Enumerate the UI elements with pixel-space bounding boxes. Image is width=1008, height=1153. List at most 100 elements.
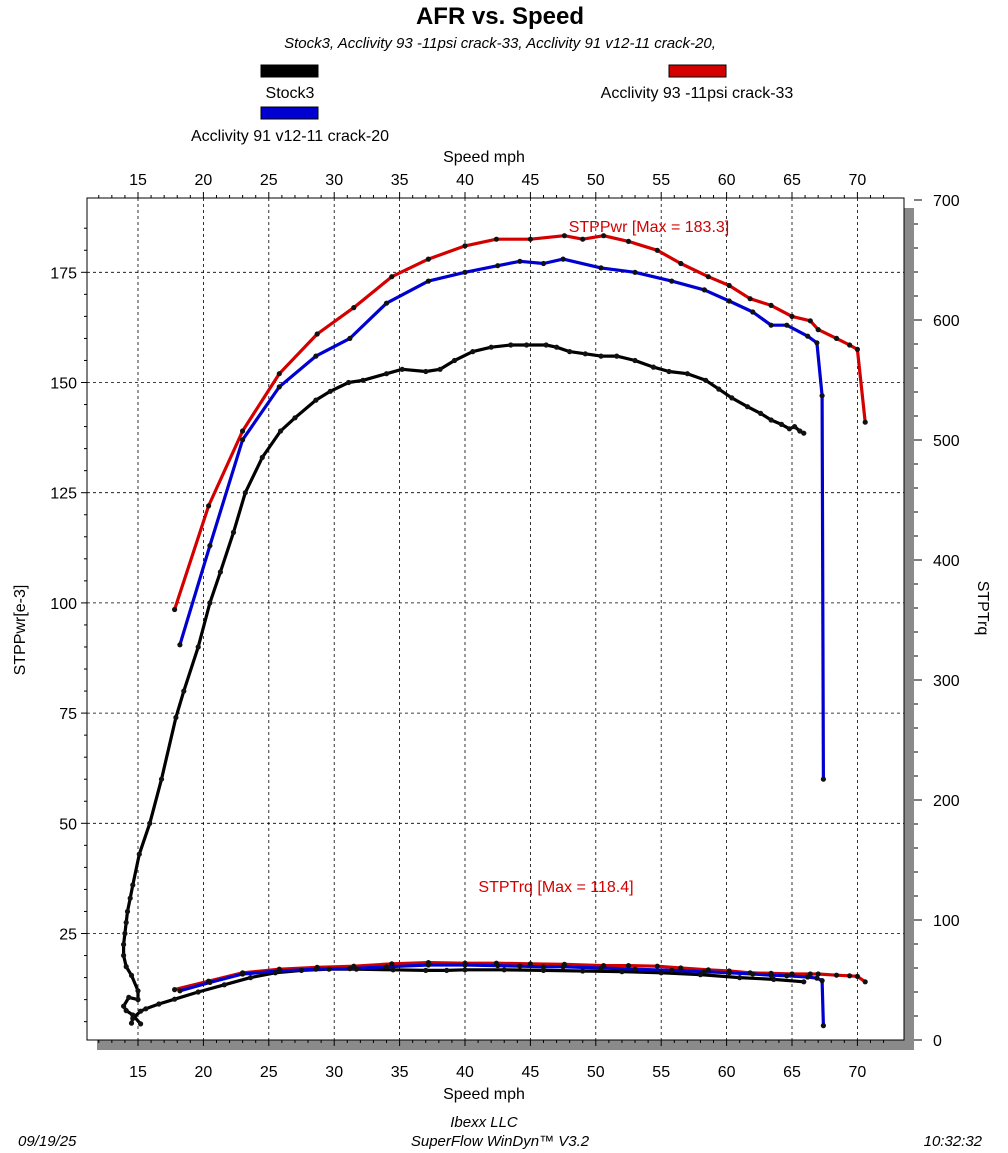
series-point-4: [789, 971, 795, 977]
torque-max-annotation: STPTrq [Max = 118.4]: [478, 879, 633, 896]
series-point-3: [326, 966, 332, 972]
series-point-4: [847, 973, 853, 979]
series-point-0: [130, 882, 136, 888]
series-point-5: [805, 974, 811, 980]
y-right-tick-label: 0: [933, 1033, 942, 1050]
series-point-3: [172, 996, 178, 1002]
series-point-0: [123, 964, 129, 970]
series-point-2: [560, 256, 566, 262]
series-point-5: [240, 971, 246, 977]
series-point-3: [138, 1008, 144, 1014]
series-point-3: [801, 979, 807, 985]
series-point-3: [540, 967, 547, 974]
series-point-0: [470, 349, 476, 355]
series-point-5: [669, 967, 675, 974]
series-point-1: [527, 236, 534, 242]
y-left-tick-label: 125: [50, 486, 77, 503]
series-point-0: [126, 994, 132, 1001]
series-point-2: [177, 642, 183, 648]
y-axis-title-right: STPTrq: [974, 581, 991, 636]
grid: [87, 198, 904, 1040]
series-point-1: [815, 327, 821, 333]
x-tick-label-bottom: 20: [195, 1064, 213, 1081]
y-left-tick-label: 25: [59, 927, 77, 944]
series-line-1: [173, 234, 867, 612]
x-tick-label-top: 20: [195, 172, 213, 189]
series-point-1: [462, 243, 468, 249]
power-max-annotation: STPPwr [Max = 183.3]: [569, 219, 730, 236]
series-point-3: [390, 967, 396, 973]
y-left-tick-label: 100: [50, 596, 77, 613]
x-tick-label-top: 70: [849, 172, 867, 189]
series-point-1: [833, 335, 840, 341]
series-point-0: [567, 349, 573, 355]
series-point-0: [744, 404, 751, 410]
series-point-0: [327, 388, 333, 394]
series-point-5: [517, 963, 523, 969]
series-point-3: [737, 975, 743, 981]
series-point-2: [347, 335, 353, 341]
y-left-tick-label: 150: [50, 376, 77, 393]
series-point-0: [768, 417, 774, 423]
series-point-5: [540, 964, 547, 970]
series-point-3: [247, 975, 254, 981]
series-point-0: [259, 454, 265, 460]
series-point-0: [523, 342, 530, 348]
series-point-5: [750, 971, 756, 977]
series-point-4: [654, 963, 660, 969]
series-point-3: [195, 989, 201, 995]
series-point-0: [278, 428, 284, 434]
series-point-4: [833, 972, 840, 978]
series-point-1: [726, 282, 732, 289]
x-tick-label-top: 15: [129, 172, 147, 189]
x-tick-label-top: 65: [783, 172, 801, 189]
series-point-0: [217, 569, 223, 575]
series-point-2: [425, 278, 431, 284]
series-point-0: [135, 988, 141, 994]
series-point-3: [580, 968, 586, 974]
series-point-3: [501, 967, 507, 973]
y-left-tick-label: 75: [59, 706, 77, 723]
series-point-5: [495, 963, 501, 969]
series-point-0: [632, 357, 638, 364]
series-point-0: [797, 428, 803, 434]
series-point-0: [121, 952, 127, 959]
series-point-1: [807, 318, 813, 324]
series-point-3: [128, 1020, 135, 1026]
series-point-0: [123, 919, 129, 926]
series-point-5: [462, 962, 468, 968]
series-point-0: [122, 930, 128, 937]
series-point-0: [650, 364, 657, 370]
series-point-1: [314, 331, 320, 337]
series-point-0: [121, 1003, 127, 1009]
series-point-0: [716, 386, 722, 392]
legend-label-acclivity93: Acclivity 93 -11psi crack-33: [601, 85, 794, 102]
series-point-2: [669, 278, 675, 284]
legend: Stock3 Acclivity 93 -11psi crack-33 Accl…: [191, 64, 794, 145]
series-point-5: [701, 969, 708, 975]
series-point-5: [768, 972, 774, 978]
series-point-0: [729, 395, 735, 401]
x-axis-title-bottom: Speed mph: [443, 1086, 525, 1103]
series-point-0: [195, 644, 201, 650]
series-point-0: [554, 344, 560, 350]
x-tick-label-top: 25: [260, 172, 278, 189]
series-point-2: [701, 287, 708, 293]
series-point-4: [705, 967, 711, 973]
series-point-0: [598, 353, 604, 359]
series-point-3: [619, 969, 625, 975]
series-point-5: [814, 975, 820, 981]
series-point-0: [136, 851, 142, 857]
series-line-3: [129, 967, 806, 1025]
series-point-1: [206, 503, 212, 509]
x-tick-label-bottom: 40: [456, 1064, 474, 1081]
series-point-1: [854, 346, 861, 352]
x-tick-label-top: 55: [652, 172, 670, 189]
series-point-3: [143, 1006, 149, 1012]
series-point-1: [705, 274, 711, 280]
y-right-tick-label: 300: [933, 673, 960, 690]
series-point-4: [527, 961, 534, 967]
series-point-0: [437, 366, 443, 372]
series-point-0: [383, 371, 390, 377]
